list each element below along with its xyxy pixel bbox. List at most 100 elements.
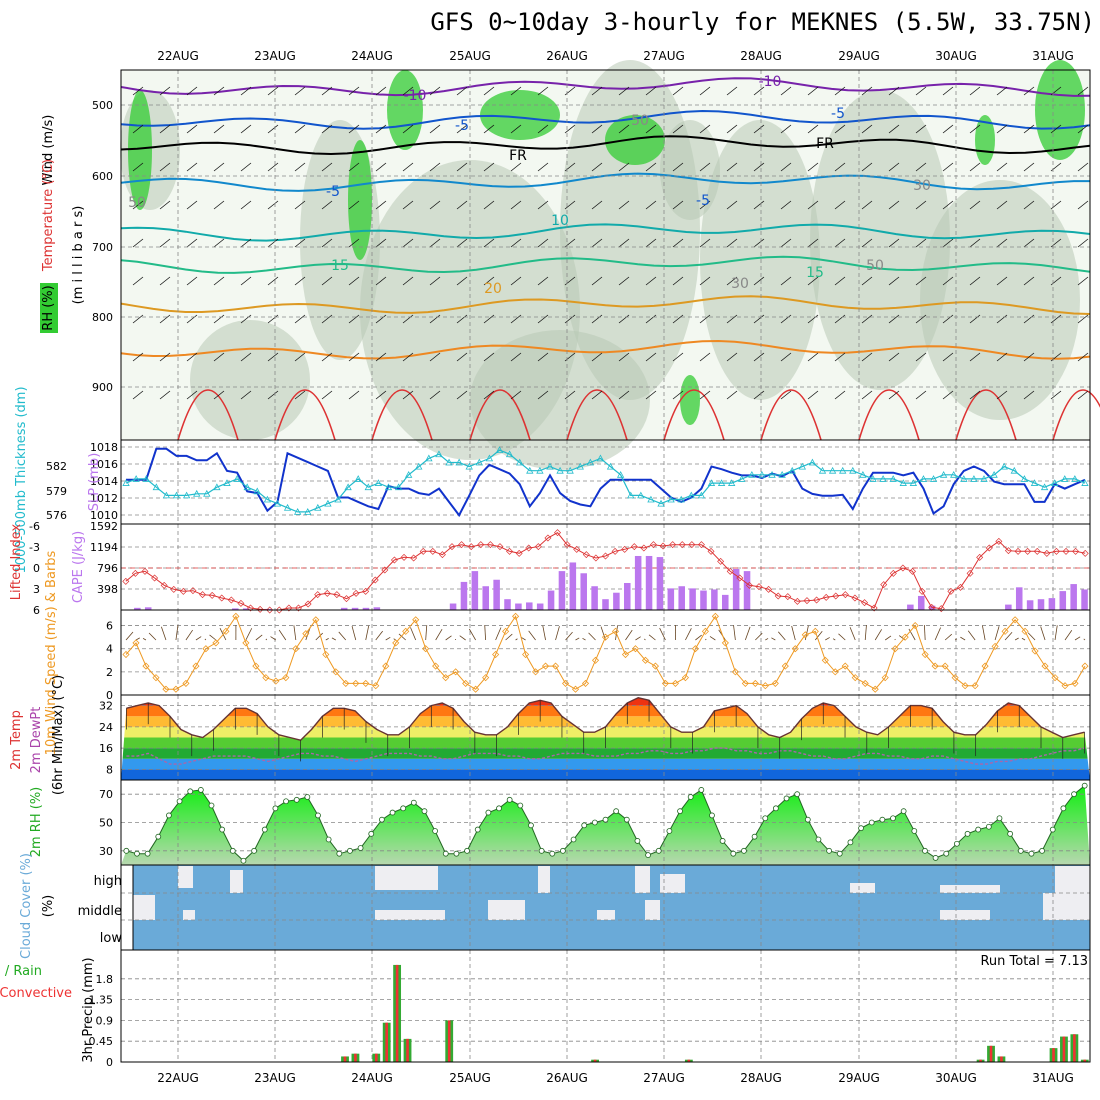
wind-barb <box>125 631 134 641</box>
wind-barb <box>744 626 751 641</box>
wind-point <box>771 679 779 687</box>
wind-barb <box>1014 637 1019 641</box>
wind-barb <box>1021 637 1026 641</box>
thickness-point <box>1040 483 1049 491</box>
wind-barb <box>780 200 792 210</box>
wind-barb <box>699 200 711 210</box>
thickness-point <box>616 470 625 478</box>
li-point <box>937 605 945 613</box>
rh-point <box>410 799 417 806</box>
thickness-point <box>939 470 948 478</box>
wind-point <box>262 674 270 682</box>
wind-barb <box>186 200 198 210</box>
wind-barb <box>267 200 279 210</box>
wind-tick: 6 <box>106 620 113 633</box>
wind-point <box>162 685 170 693</box>
rh-point <box>293 796 300 803</box>
wind-barb <box>888 390 900 400</box>
cape-tick: 1592 <box>90 520 118 533</box>
rh-point <box>283 798 289 805</box>
wind-point <box>122 650 130 659</box>
li-point <box>745 581 753 589</box>
wind-barb <box>591 390 603 400</box>
temp-tick: 24 <box>99 721 113 734</box>
wind-barb <box>685 628 692 641</box>
wind-barb <box>753 390 765 400</box>
li-point <box>726 567 734 575</box>
wind-barb <box>888 200 900 210</box>
li-point <box>189 587 197 595</box>
thickness-point <box>172 491 181 499</box>
wind-barb <box>315 632 324 641</box>
wind-barb <box>807 238 819 248</box>
slp-ylabel: SLP (mb) <box>87 453 102 512</box>
thickness-point <box>374 479 383 486</box>
wind-barb <box>861 200 873 210</box>
li-point <box>563 541 571 549</box>
date-label-bottom: 23AUG <box>254 1071 296 1085</box>
wind-point <box>142 662 150 670</box>
rh-region <box>470 330 650 470</box>
wind-barb <box>186 352 198 362</box>
wind-barb <box>635 636 641 641</box>
wind-point <box>1001 627 1009 635</box>
wind-barb <box>996 162 1008 172</box>
thickness-point <box>818 466 827 474</box>
wind-barb <box>159 162 171 172</box>
li-ylabel: Lifted Index <box>9 523 24 600</box>
wind-barb <box>456 352 468 362</box>
thickness-point <box>748 470 756 478</box>
wind-barb <box>240 352 252 362</box>
wind-barb <box>1077 200 1089 210</box>
li-point <box>621 545 629 553</box>
slp-tick: 1012 <box>90 492 118 505</box>
thickness-point <box>394 483 403 491</box>
wind-barb <box>510 314 522 324</box>
wind-point <box>352 679 360 687</box>
thickness-point <box>213 483 221 491</box>
li-point <box>371 576 379 584</box>
li-point <box>832 592 840 600</box>
wind-barb <box>402 162 414 172</box>
cape-bar <box>656 557 664 610</box>
wind-barb <box>969 352 981 362</box>
wind-barb <box>456 86 468 96</box>
wind-barb <box>780 162 792 172</box>
thickness-point <box>859 470 867 478</box>
contour-label: 15 <box>806 265 824 281</box>
thickness-point <box>324 499 332 507</box>
rh-point <box>858 825 864 832</box>
date-label-bottom: 31AUG <box>1032 1071 1074 1085</box>
rh-point <box>932 855 939 861</box>
wind-barb <box>699 352 711 362</box>
wind-barb <box>159 124 171 134</box>
wind-point <box>252 662 260 670</box>
wind-barb <box>278 629 287 641</box>
thickness-point <box>889 475 897 482</box>
wind-barb <box>699 314 711 324</box>
cape-bar <box>569 562 577 610</box>
contour-label: 50 <box>866 258 884 274</box>
wind-barb <box>1077 314 1089 324</box>
wind-barb <box>483 276 495 286</box>
wind-barb <box>321 86 333 96</box>
cloud-gap <box>538 866 550 893</box>
rh-point <box>123 847 130 854</box>
wind-point <box>911 622 919 630</box>
li-point <box>477 541 485 549</box>
thickness-point <box>606 462 615 470</box>
li-point <box>899 564 907 572</box>
upper-tick: 900 <box>92 381 113 394</box>
date-label-top: 23AUG <box>254 49 296 63</box>
thickness-point <box>193 489 201 497</box>
wind-barb <box>915 162 927 172</box>
wind-barb <box>591 276 603 286</box>
li-tick: 6 <box>33 604 40 617</box>
wind-point <box>412 616 420 624</box>
wind-barb <box>293 625 297 641</box>
wind-barb <box>861 314 873 324</box>
rh-ylabel: 2m RH (%) <box>29 787 44 858</box>
cape-tick: 1194 <box>90 541 118 554</box>
li-point <box>688 541 696 549</box>
wind-barb <box>294 238 306 248</box>
